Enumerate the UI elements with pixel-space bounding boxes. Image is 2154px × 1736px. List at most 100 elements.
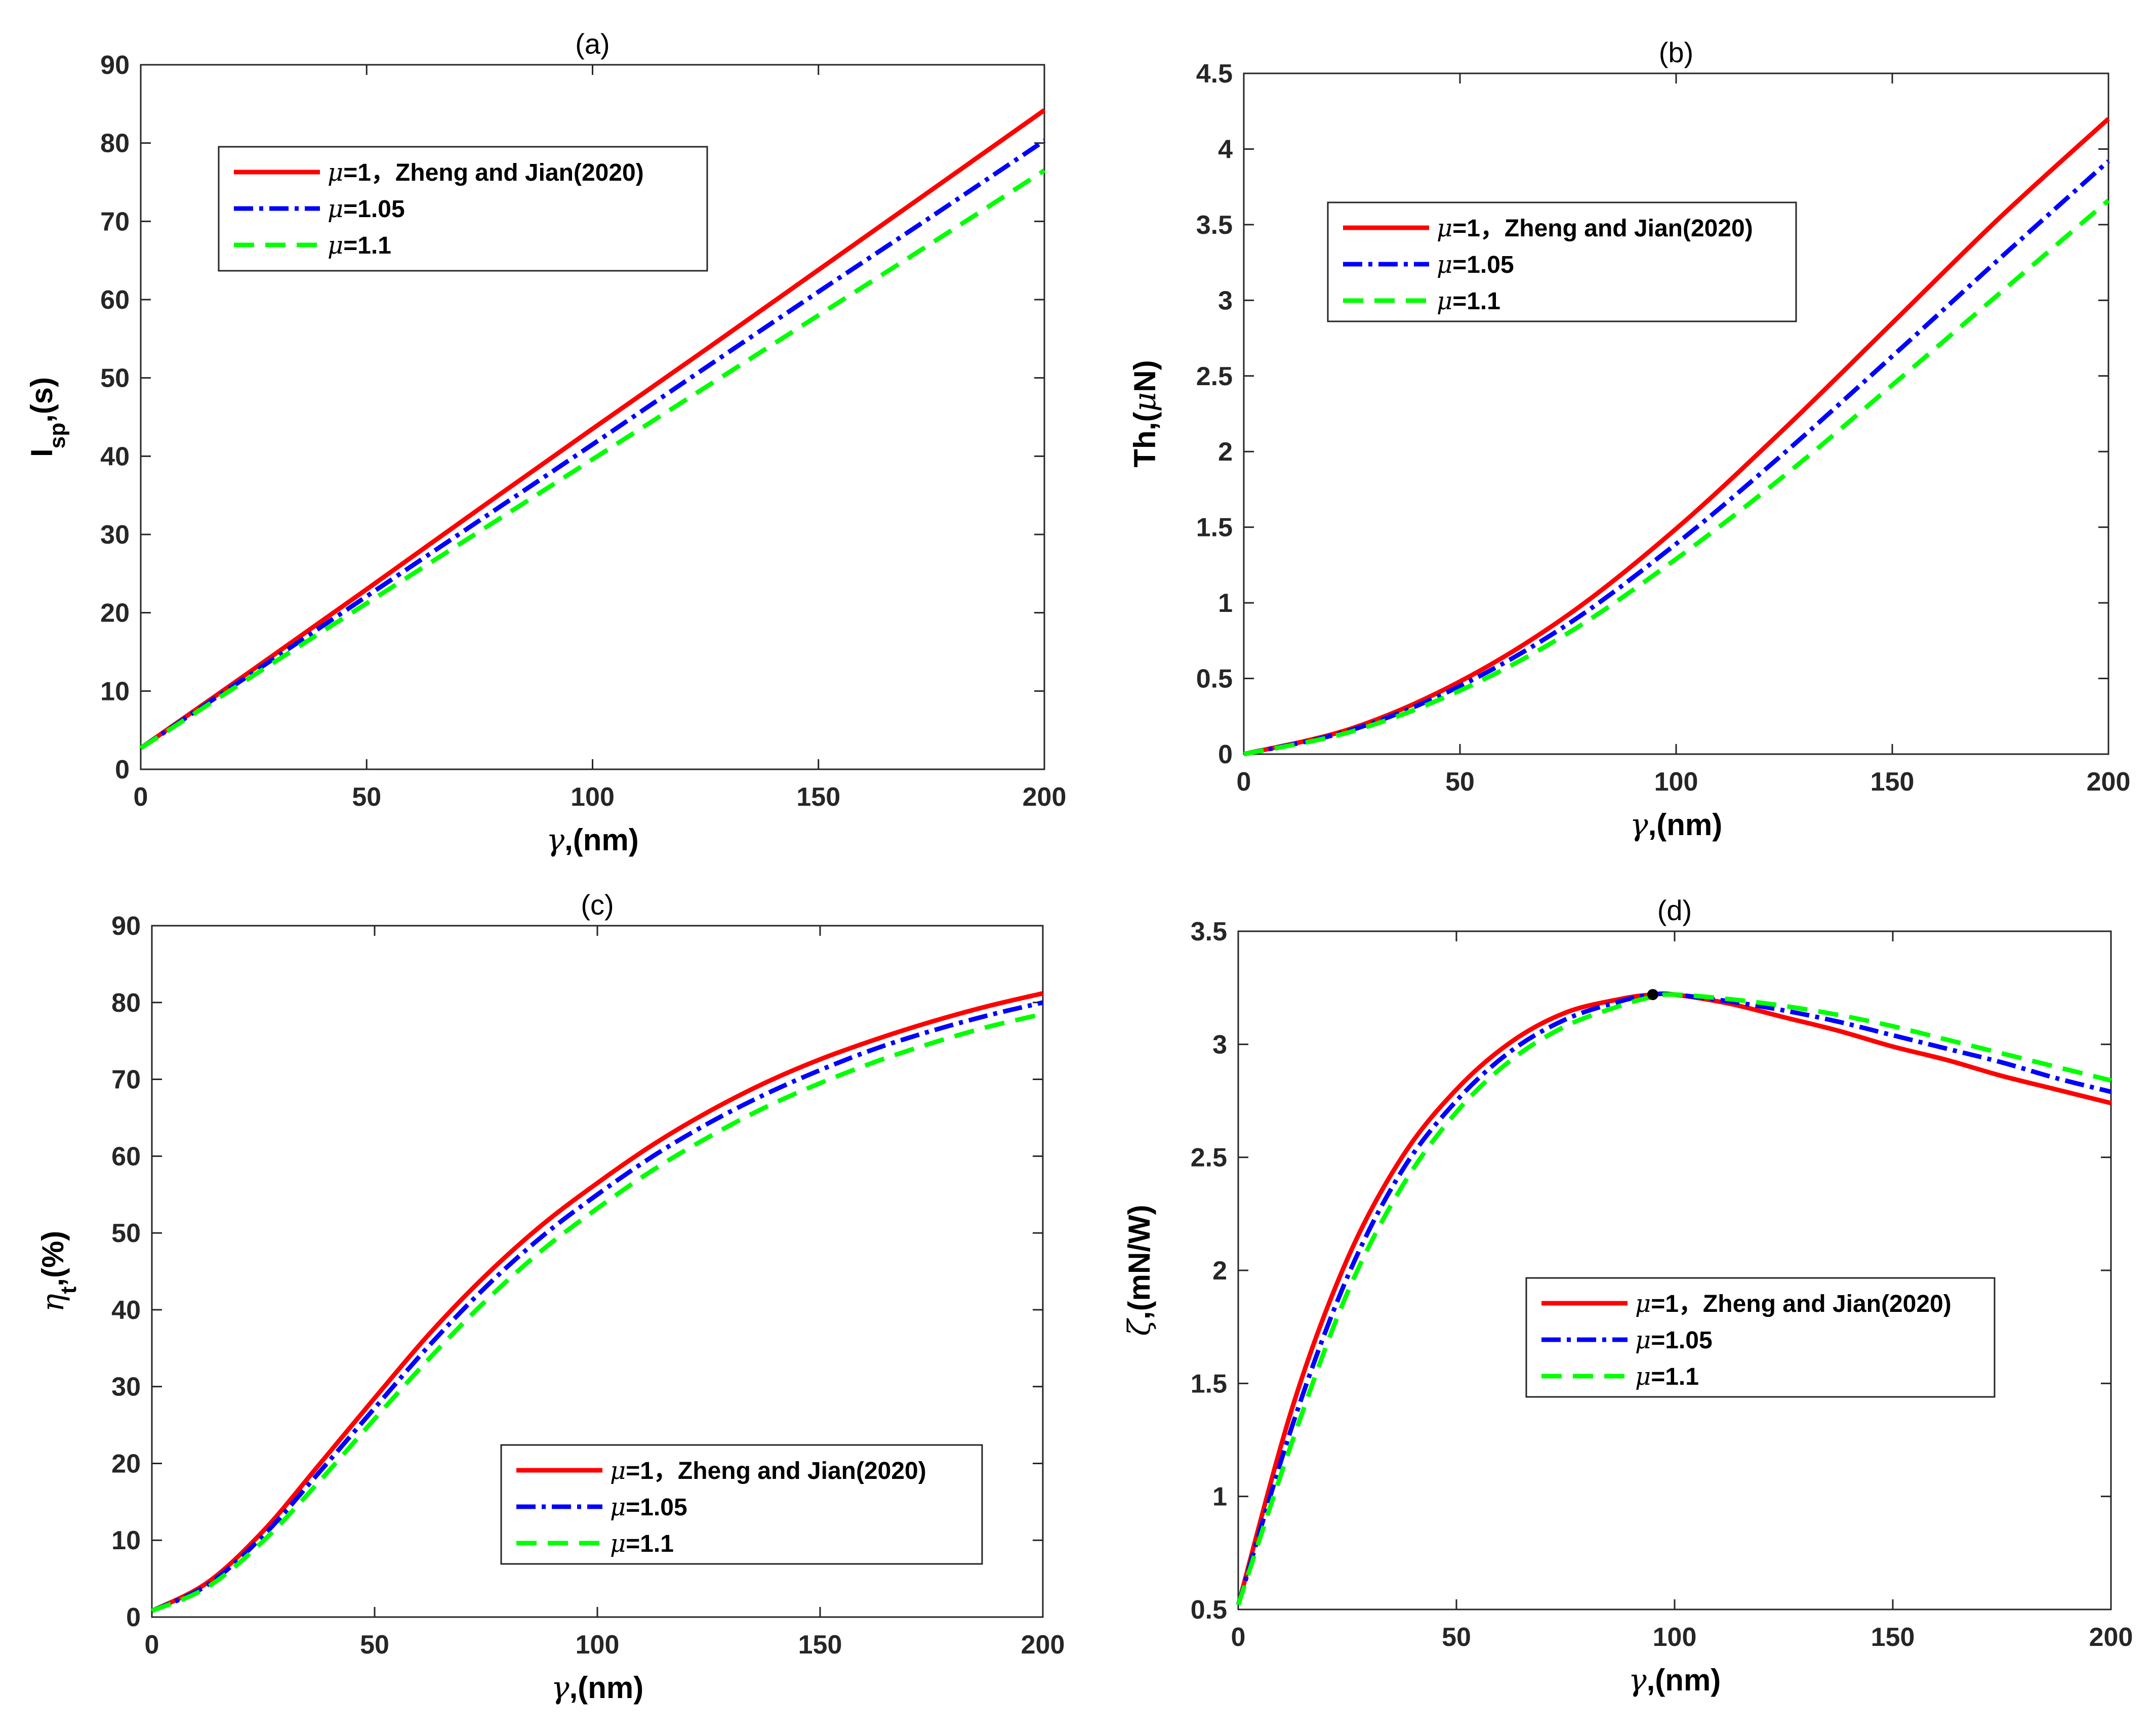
panel-c-legend-label-3: μ=1.1 <box>610 1530 674 1558</box>
panel-b-x-label-greek: γ <box>1630 807 1648 843</box>
panel-a-series-line-1 <box>139 108 1046 750</box>
panel-c-legend-mu-3: μ <box>610 1530 626 1558</box>
panel-c-x-tick-label: 150 <box>798 1630 842 1660</box>
panel-d-x-label-greek: γ <box>1629 1663 1647 1698</box>
panel-c-x-tick-label: 50 <box>360 1630 389 1660</box>
panel-c-x-label: γ,(nm) <box>551 1670 644 1706</box>
panel-b-series-line-2 <box>1243 159 2110 757</box>
panel-c-legend: μ=1，Zheng and Jian(2020)μ=1.05μ=1.1 <box>500 1444 983 1565</box>
panel-d-y-tick-label: 3 <box>1212 1030 1227 1059</box>
panel-a-y-label-main: I <box>25 448 59 457</box>
panel-b-y-label-main: Th,( <box>1128 412 1162 468</box>
panel-b-legend-label-1: μ=1，Zheng and Jian(2020) <box>1437 214 1753 242</box>
panel-d-legend-label-1: μ=1，Zheng and Jian(2020) <box>1635 1290 1952 1318</box>
panel-d-y-tick-label: 1.5 <box>1191 1369 1227 1398</box>
panel-c-legend-label-2: μ=1.05 <box>610 1493 687 1521</box>
panel-d-legend-text-2: =1.05 <box>1651 1327 1712 1354</box>
panel-c-x-tick-label: 200 <box>1021 1630 1065 1660</box>
panel-d-series-line-3 <box>1236 992 2112 1606</box>
panel-d-legend-mu-3: μ <box>1635 1362 1651 1391</box>
panel-a-y-tick-label: 50 <box>100 364 130 393</box>
panel-c-legend-label-1: μ=1，Zheng and Jian(2020) <box>610 1457 926 1485</box>
panel-c-y-tick-label: 30 <box>111 1373 141 1402</box>
panel-c-y-tick-label: 60 <box>111 1142 141 1171</box>
panel-a-x-tick-label: 100 <box>571 782 615 812</box>
panel-c-legend-text-2: =1.05 <box>626 1494 687 1521</box>
panel-d-y-tick-label: 2.5 <box>1191 1143 1227 1173</box>
panel-a-y-tick-label: 20 <box>100 599 130 628</box>
panel-d-y-label: ζ,(mN/W) <box>1122 1205 1157 1336</box>
panel-a-y-tick-label: 80 <box>100 129 130 158</box>
panel-c-y-label-sub: t <box>56 1286 81 1294</box>
panel-b-legend-label-2: μ=1.05 <box>1437 251 1514 279</box>
panel-c-y-tick-label: 80 <box>111 988 141 1018</box>
panel-d-x-tick-label: 0 <box>1231 1623 1246 1652</box>
panel-b-y-tick-label: 1.5 <box>1196 513 1233 543</box>
panel-d-x-tick-label: 200 <box>2089 1623 2133 1652</box>
panel-d-peak-marker <box>1647 989 1658 1001</box>
panel-d-series-line-2 <box>1236 991 2112 1606</box>
panel-c-x-tick-label: 0 <box>145 1630 159 1660</box>
panel-d-y-tick-label: 0.5 <box>1191 1595 1227 1625</box>
panel-b-legend-label-3: μ=1.1 <box>1437 287 1500 315</box>
panel-b-legend-text-2: =1.05 <box>1452 252 1514 278</box>
panel-a-y-label: Isp,(s) <box>25 377 70 457</box>
panel-d-x-label: γ,(nm) <box>1629 1663 1721 1698</box>
panel-b-x-tick-label: 200 <box>2087 767 2131 797</box>
panel-a-x-tick-label: 150 <box>796 782 840 812</box>
panel-c-y-label-main: η <box>35 1294 71 1312</box>
panel-a-legend-label-3: μ=1.1 <box>328 231 391 260</box>
panel-a-x-label: γ,(nm) <box>546 822 639 858</box>
panel-c-title: (c) <box>581 889 614 921</box>
panel-d-y-label-text: ,(mN/W) <box>1122 1205 1156 1319</box>
panel-d-axes-box <box>1237 930 2112 1610</box>
panel-c-x-label-text: ,(nm) <box>570 1671 644 1705</box>
panel-b-y-label-mu: μ <box>1127 392 1163 412</box>
panel-b-legend-mu-3: μ <box>1437 287 1452 315</box>
panel-c-y-tick-label: 90 <box>111 912 141 941</box>
panel-c-series-line-3 <box>151 1012 1044 1614</box>
panel-b-y-tick-label: 0.5 <box>1196 665 1233 694</box>
panel-a-series-line-3 <box>139 169 1046 750</box>
panel-b-series-line-3 <box>1243 198 2110 757</box>
panel-a-x-tick-label: 200 <box>1023 782 1067 812</box>
panel-c-y-tick-label: 20 <box>111 1449 141 1478</box>
panel-b: (b) 0 50 100 150 200 0 0.5 1 1.5 2 2.5 3 3.5 4 4.5 γ,(nm… <box>1127 36 2130 843</box>
panel-c-y-tick-label: 50 <box>111 1219 141 1248</box>
panel-b-legend-text-1: =1，Zheng and Jian(2020) <box>1452 215 1753 242</box>
panel-a-legend: μ=1，Zheng and Jian(2020)μ=1.05μ=1.1 <box>218 146 708 272</box>
panel-b-y-label: Th,(μN) <box>1127 360 1163 467</box>
panel-a-x-tick-label: 50 <box>352 782 381 812</box>
panel-d-legend-label-2: μ=1.05 <box>1635 1326 1713 1354</box>
panel-b-y-tick-label: 2.5 <box>1196 362 1233 391</box>
panel-d-x-tick-label: 50 <box>1442 1623 1471 1652</box>
panel-a-y-tick-label: 60 <box>100 285 130 315</box>
panel-a-y-label-sub: sp <box>45 423 70 448</box>
panel-a-legend-label-1: μ=1，Zheng and Jian(2020) <box>328 158 644 187</box>
panel-b-y-tick-label: 3.5 <box>1196 211 1233 240</box>
panel-c-series-line-1 <box>150 991 1044 1613</box>
panel-b-legend-text-3: =1.1 <box>1452 288 1500 315</box>
panel-a-x-label-greek: γ <box>546 822 564 858</box>
panel-d-legend-text-3: =1.1 <box>1651 1363 1699 1390</box>
panel-a-title: (a) <box>575 28 609 60</box>
panel-c-x-tick-label: 100 <box>576 1630 620 1660</box>
panel-d-x-tick-label: 100 <box>1653 1623 1697 1652</box>
panel-a-y-tick-label: 0 <box>115 755 130 784</box>
panel-c-legend-mu-2: μ <box>610 1493 626 1521</box>
panel-d-y-label-main: ζ <box>1122 1318 1157 1336</box>
panel-c-y-tick-label: 10 <box>111 1526 141 1555</box>
panel-d-y-tick-label: 2 <box>1212 1256 1227 1286</box>
panel-a-legend-text-1: =1，Zheng and Jian(2020) <box>343 159 644 186</box>
panel-d-legend-mu-2: μ <box>1635 1326 1651 1354</box>
panel-d-x-tick-label: 150 <box>1871 1623 1915 1652</box>
panel-d-legend: μ=1，Zheng and Jian(2020)μ=1.05μ=1.1 <box>1525 1277 1996 1398</box>
panel-c-y-tick-label: 70 <box>111 1065 141 1095</box>
panel-b-y-tick-label: 4 <box>1218 135 1233 164</box>
panel-c: (c) 0 50 100 150 200 0 10 20 30 40 50 60 70 80 90 γ,(nm)… <box>35 889 1065 1706</box>
panel-b-y-tick-label: 2 <box>1218 437 1233 467</box>
panel-d-title: (d) <box>1657 894 1692 926</box>
panel-d-legend-label-3: μ=1.1 <box>1635 1362 1699 1391</box>
panel-c-y-label-text: ,(%) <box>36 1231 70 1287</box>
panel-c-legend-text-3: =1.1 <box>626 1531 674 1557</box>
